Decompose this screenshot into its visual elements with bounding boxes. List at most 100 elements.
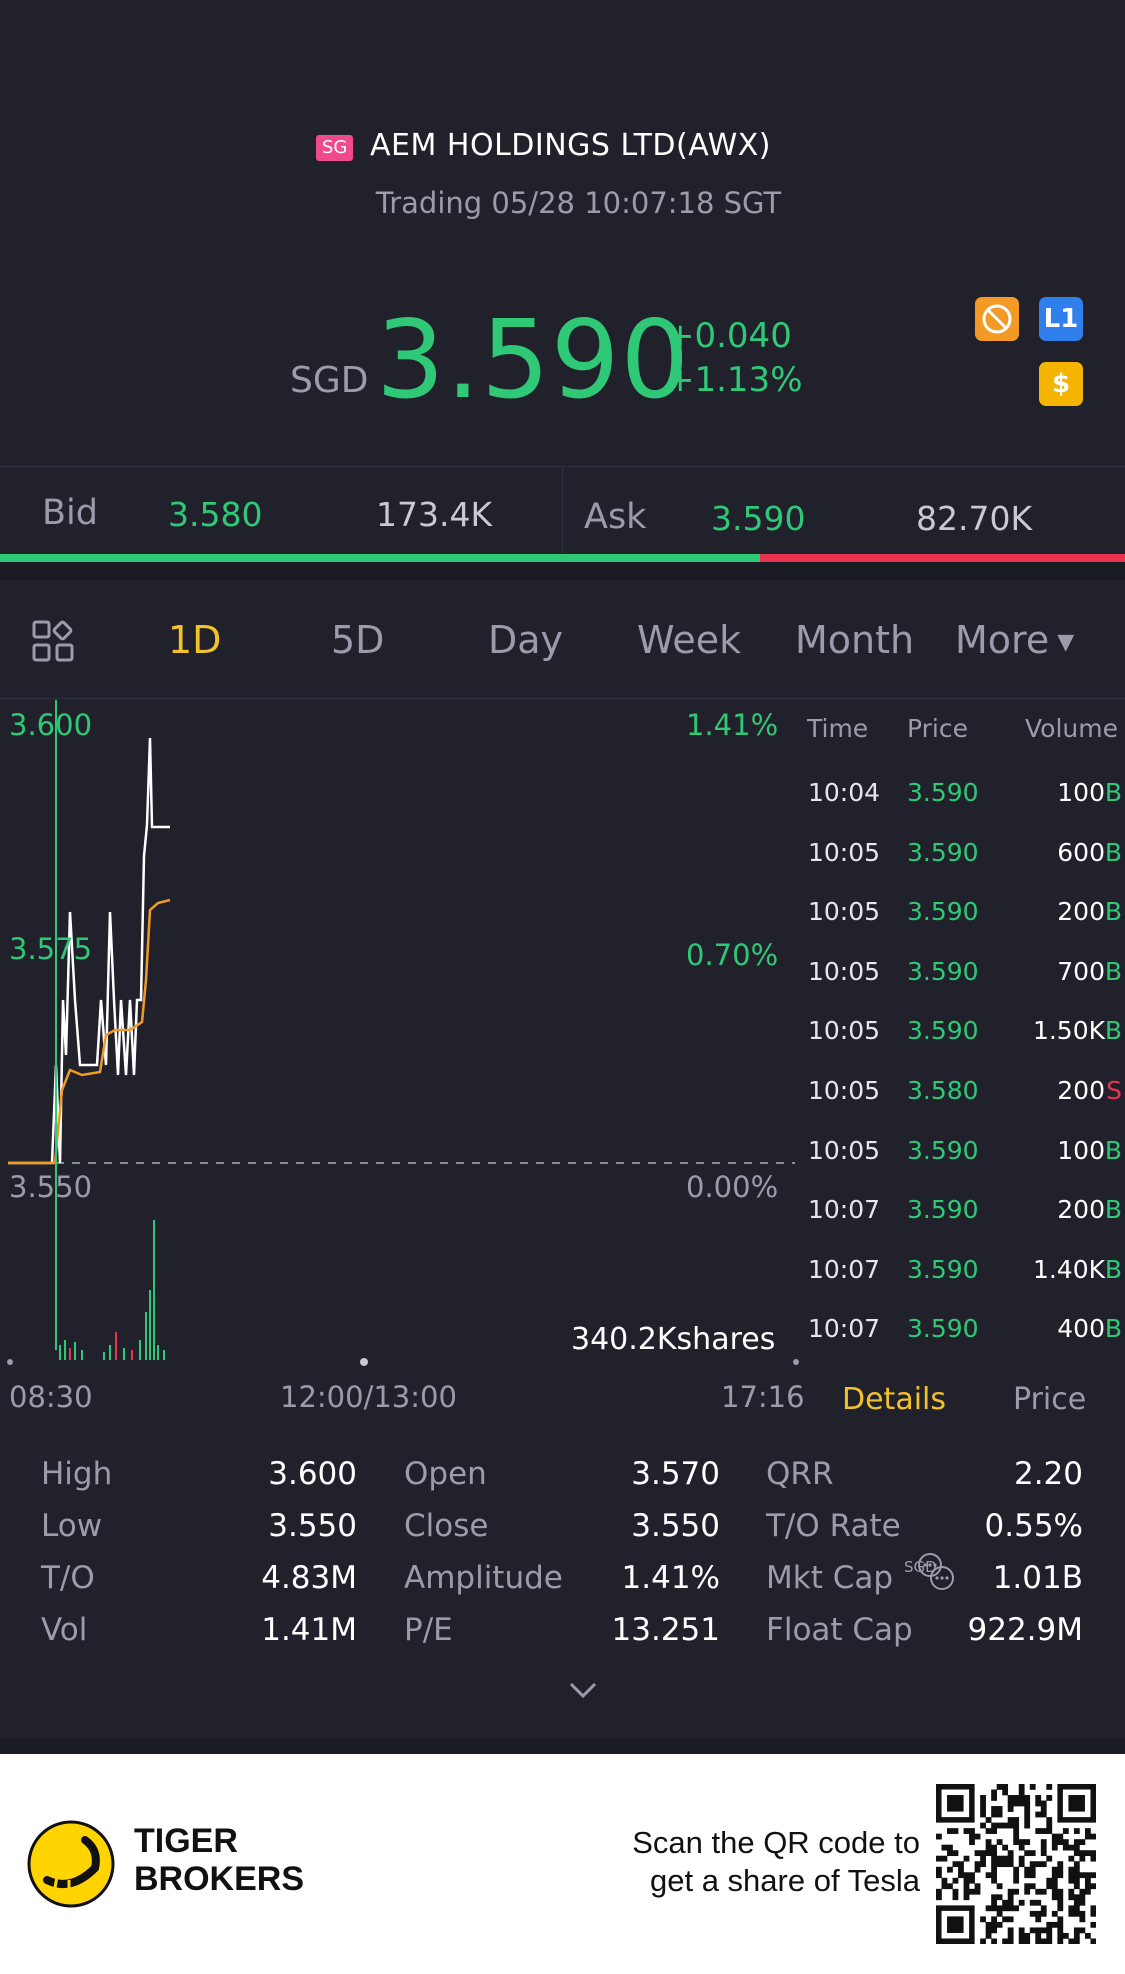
stat-label: P/E [404,1612,453,1648]
y-axis-mid: 3.575 [9,932,93,966]
tick-row: 10:07 3.590 200 B [800,1195,1125,1255]
tick-volume: 200 [1057,1076,1105,1105]
tab-week[interactable]: Week [637,618,742,662]
tick-side: B [1104,1135,1122,1165]
ask-size: 82.70K [916,499,1033,538]
volume-total: 340.2Kshares [571,1322,776,1357]
tick-price: 3.590 [907,1314,979,1344]
tick-row: 10:05 3.590 100 B [800,1136,1125,1196]
pct-axis-bottom: 0.00% [686,1170,779,1204]
tick-row: 10:07 3.590 1.40K B [800,1255,1125,1315]
tick-side: B [1104,1195,1122,1225]
stat-label: QRR [766,1456,834,1492]
no-short-icon[interactable] [975,297,1019,341]
tiger-logo-icon [27,1820,115,1912]
change-value: +0.040 [666,316,792,356]
chevron-down-icon: ▼ [1057,630,1075,655]
y-axis-top: 3.600 [9,708,93,742]
qr-code[interactable] [936,1784,1097,1948]
mktcap-unit: SGD [904,1558,937,1576]
brand-line1: TIGER [134,1822,238,1860]
level1-icon[interactable]: L1 [1039,297,1083,341]
tab-price[interactable]: Price [1013,1382,1087,1417]
tick-price: 3.590 [907,897,979,927]
tick-row: 10:05 3.580 200 S [800,1076,1125,1136]
x-axis-end: 17:16 [721,1380,805,1414]
stat-label: T/O Rate [766,1508,901,1544]
tick-time: 10:05 [808,1135,881,1165]
tick-price: 3.590 [907,1135,979,1165]
ask-ratio-bar [760,554,1125,562]
tab-details[interactable]: Details [842,1382,947,1417]
bid-ratio-bar [0,554,760,562]
pct-axis-mid: 0.70% [686,938,779,972]
tick-volume: 100 [1057,1135,1105,1165]
tick-side: B [1104,778,1122,807]
stock-title[interactable]: AEM HOLDINGS LTD(AWX) [370,128,772,163]
ask-label: Ask [584,497,647,537]
promo-text: Scan the QR code to get a share of Tesla [632,1824,920,1900]
ticks-header-price: Price [907,714,968,743]
to-rate-info-icon[interactable] [917,1552,943,1582]
stat-label: Float Cap [766,1612,913,1648]
mktcap-info-icon[interactable] [929,1565,955,1595]
tick-row: 10:05 3.590 1.50K B [800,1016,1125,1076]
stat-value: 1.41M [261,1612,357,1648]
stat-value: 13.251 [611,1612,720,1648]
footer-separator [0,1738,1125,1754]
ask-price: 3.590 [711,499,806,538]
tick-volume: 700 [1057,956,1105,986]
tab-1d[interactable]: 1D [168,618,222,662]
tab-more[interactable]: More ▼ [955,618,1074,662]
price-change: +0.040 +1.13% [666,314,803,402]
tick-side: S [1106,1076,1122,1105]
tick-time: 10:04 [808,778,881,807]
tabs-divider [0,698,1125,699]
stat-label: Low [41,1508,103,1544]
bid-price: 3.580 [168,495,263,534]
tick-volume: 1.40K [1032,1254,1105,1284]
tick-row: 10:05 3.590 600 B [800,838,1125,898]
bid-ask-panel: Bid 3.580 173.4K Ask 3.590 82.70K [0,466,1125,559]
stat-value: 922.9M [967,1612,1084,1648]
tick-time: 10:07 [808,1195,881,1225]
bid-label: Bid [42,493,98,533]
tab-month[interactable]: Month [795,618,915,662]
stat-value: 1.41% [621,1560,720,1596]
expand-chevron-icon[interactable] [567,1680,599,1704]
dollar-icon[interactable]: $ [1039,362,1083,406]
price-line [8,737,170,1165]
stat-value: 3.550 [268,1508,357,1544]
tab-more-label: More [955,618,1050,662]
tick-volume: 400 [1057,1314,1105,1344]
stat-label: T/O [41,1560,95,1596]
tab-day[interactable]: Day [488,618,564,662]
brand-name: TIGER BROKERS [134,1822,304,1898]
average-line [8,898,171,1165]
section-separator [0,562,1125,580]
stat-label: High [41,1456,113,1492]
stat-label: Mkt Cap [766,1560,894,1596]
pct-axis-top: 1.41% [686,708,779,742]
tick-volume: 600 [1057,837,1105,867]
stat-label: Close [404,1508,489,1544]
trading-status: Trading 05/28 10:07:18 SGT [375,186,782,220]
stat-label: Vol [41,1612,88,1648]
tick-row: 10:05 3.590 200 B [800,897,1125,957]
x-axis-mid: 12:00/13:00 [280,1380,457,1414]
promo-line2: get a share of Tesla [650,1863,920,1898]
tick-side: B [1104,1254,1122,1284]
promo-footer: TIGER BROKERS Scan the QR code to get a … [0,1754,1125,1974]
y-axis-bottom: 3.550 [9,1170,93,1204]
intraday-chart[interactable]: 3.600 3.575 3.550 1.41% 0.70% 0.00% 340.… [0,700,800,1380]
change-percent: +1.13% [666,360,803,400]
tick-price: 3.580 [907,1076,979,1105]
tick-time: 10:07 [808,1314,881,1344]
tick-price: 3.590 [907,1254,979,1284]
stat-value: 0.55% [984,1508,1083,1544]
tick-price: 3.590 [907,956,979,986]
tab-5d[interactable]: 5D [331,618,385,662]
layout-grid-icon[interactable] [32,620,76,668]
promo-line1: Scan the QR code to [632,1825,920,1860]
tick-row: 10:04 3.590 100 B [800,778,1125,838]
